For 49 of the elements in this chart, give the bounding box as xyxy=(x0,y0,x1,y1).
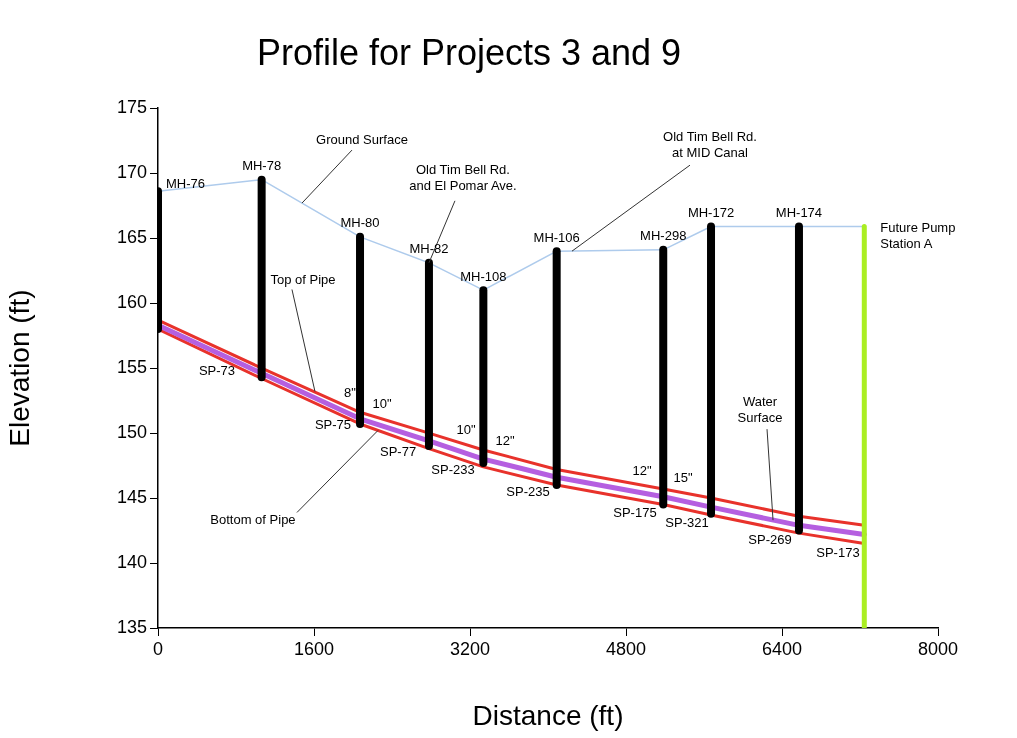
y-tick-label: 170 xyxy=(116,162,147,183)
annotation: Old Tim Bell Rd. and El Pomar Ave. xyxy=(409,162,517,194)
annotation: SP-77 xyxy=(379,443,417,459)
annotation: 12" xyxy=(495,432,515,448)
annotation: SP-321 xyxy=(665,515,709,531)
x-tick-label: 8000 xyxy=(917,638,959,659)
series-label: MH-76 xyxy=(166,175,206,191)
y-tick-label: 145 xyxy=(116,487,147,508)
y-tick-label: 140 xyxy=(116,551,147,572)
annotation: 8" xyxy=(344,384,357,400)
y-tick-label: 155 xyxy=(116,357,147,378)
x-tick-label: 4800 xyxy=(605,638,647,659)
x-axis-title: Distance (ft) xyxy=(472,699,624,731)
x-tick-label: 1600 xyxy=(293,638,335,659)
annotation: SP-233 xyxy=(431,462,475,478)
y-tick-label: 160 xyxy=(116,292,147,313)
series-label: MH-106 xyxy=(533,229,580,245)
y-tick-label: 150 xyxy=(116,422,147,443)
annotation: Ground Surface xyxy=(316,131,408,147)
annotation: 12" xyxy=(632,462,652,478)
annotation: Old Tim Bell Rd. at MID Canal xyxy=(663,128,757,160)
annotation: SP-235 xyxy=(506,484,550,500)
series-label: MH-172 xyxy=(687,205,735,221)
y-tick-label: 135 xyxy=(116,616,147,637)
series-label: MH-174 xyxy=(775,205,823,221)
series-label: MH-298 xyxy=(640,228,687,244)
y-tick-label: 175 xyxy=(116,97,147,118)
x-tick-label: 0 xyxy=(152,638,164,659)
x-tick-label: 6400 xyxy=(761,638,803,659)
annotation: SP-269 xyxy=(748,532,792,548)
annotation: Bottom of Pipe xyxy=(210,512,296,528)
series-label: MH-82 xyxy=(409,241,449,257)
annotation: 10" xyxy=(456,422,476,438)
series-label: MH-78 xyxy=(242,158,282,174)
y-tick-label: 165 xyxy=(116,227,147,248)
annotation: Water Surface xyxy=(737,393,783,425)
series-label: MH-80 xyxy=(340,215,380,231)
x-tick-label: 3200 xyxy=(449,638,491,659)
annotation: Top of Pipe xyxy=(270,272,336,288)
annotation: 15" xyxy=(673,470,693,486)
annotation: SP-75 xyxy=(314,416,352,432)
y-axis-title: Elevation (ft) xyxy=(3,289,35,447)
annotation: 10" xyxy=(372,396,392,412)
annotation: SP-175 xyxy=(613,504,657,520)
annotation: SP-73 xyxy=(198,363,236,379)
chart-title: Profile for Projects 3 and 9 xyxy=(256,31,682,73)
series-label: Future Pump Station A xyxy=(880,220,956,252)
series-label: MH-108 xyxy=(460,268,507,284)
annotation: SP-173 xyxy=(816,545,860,561)
